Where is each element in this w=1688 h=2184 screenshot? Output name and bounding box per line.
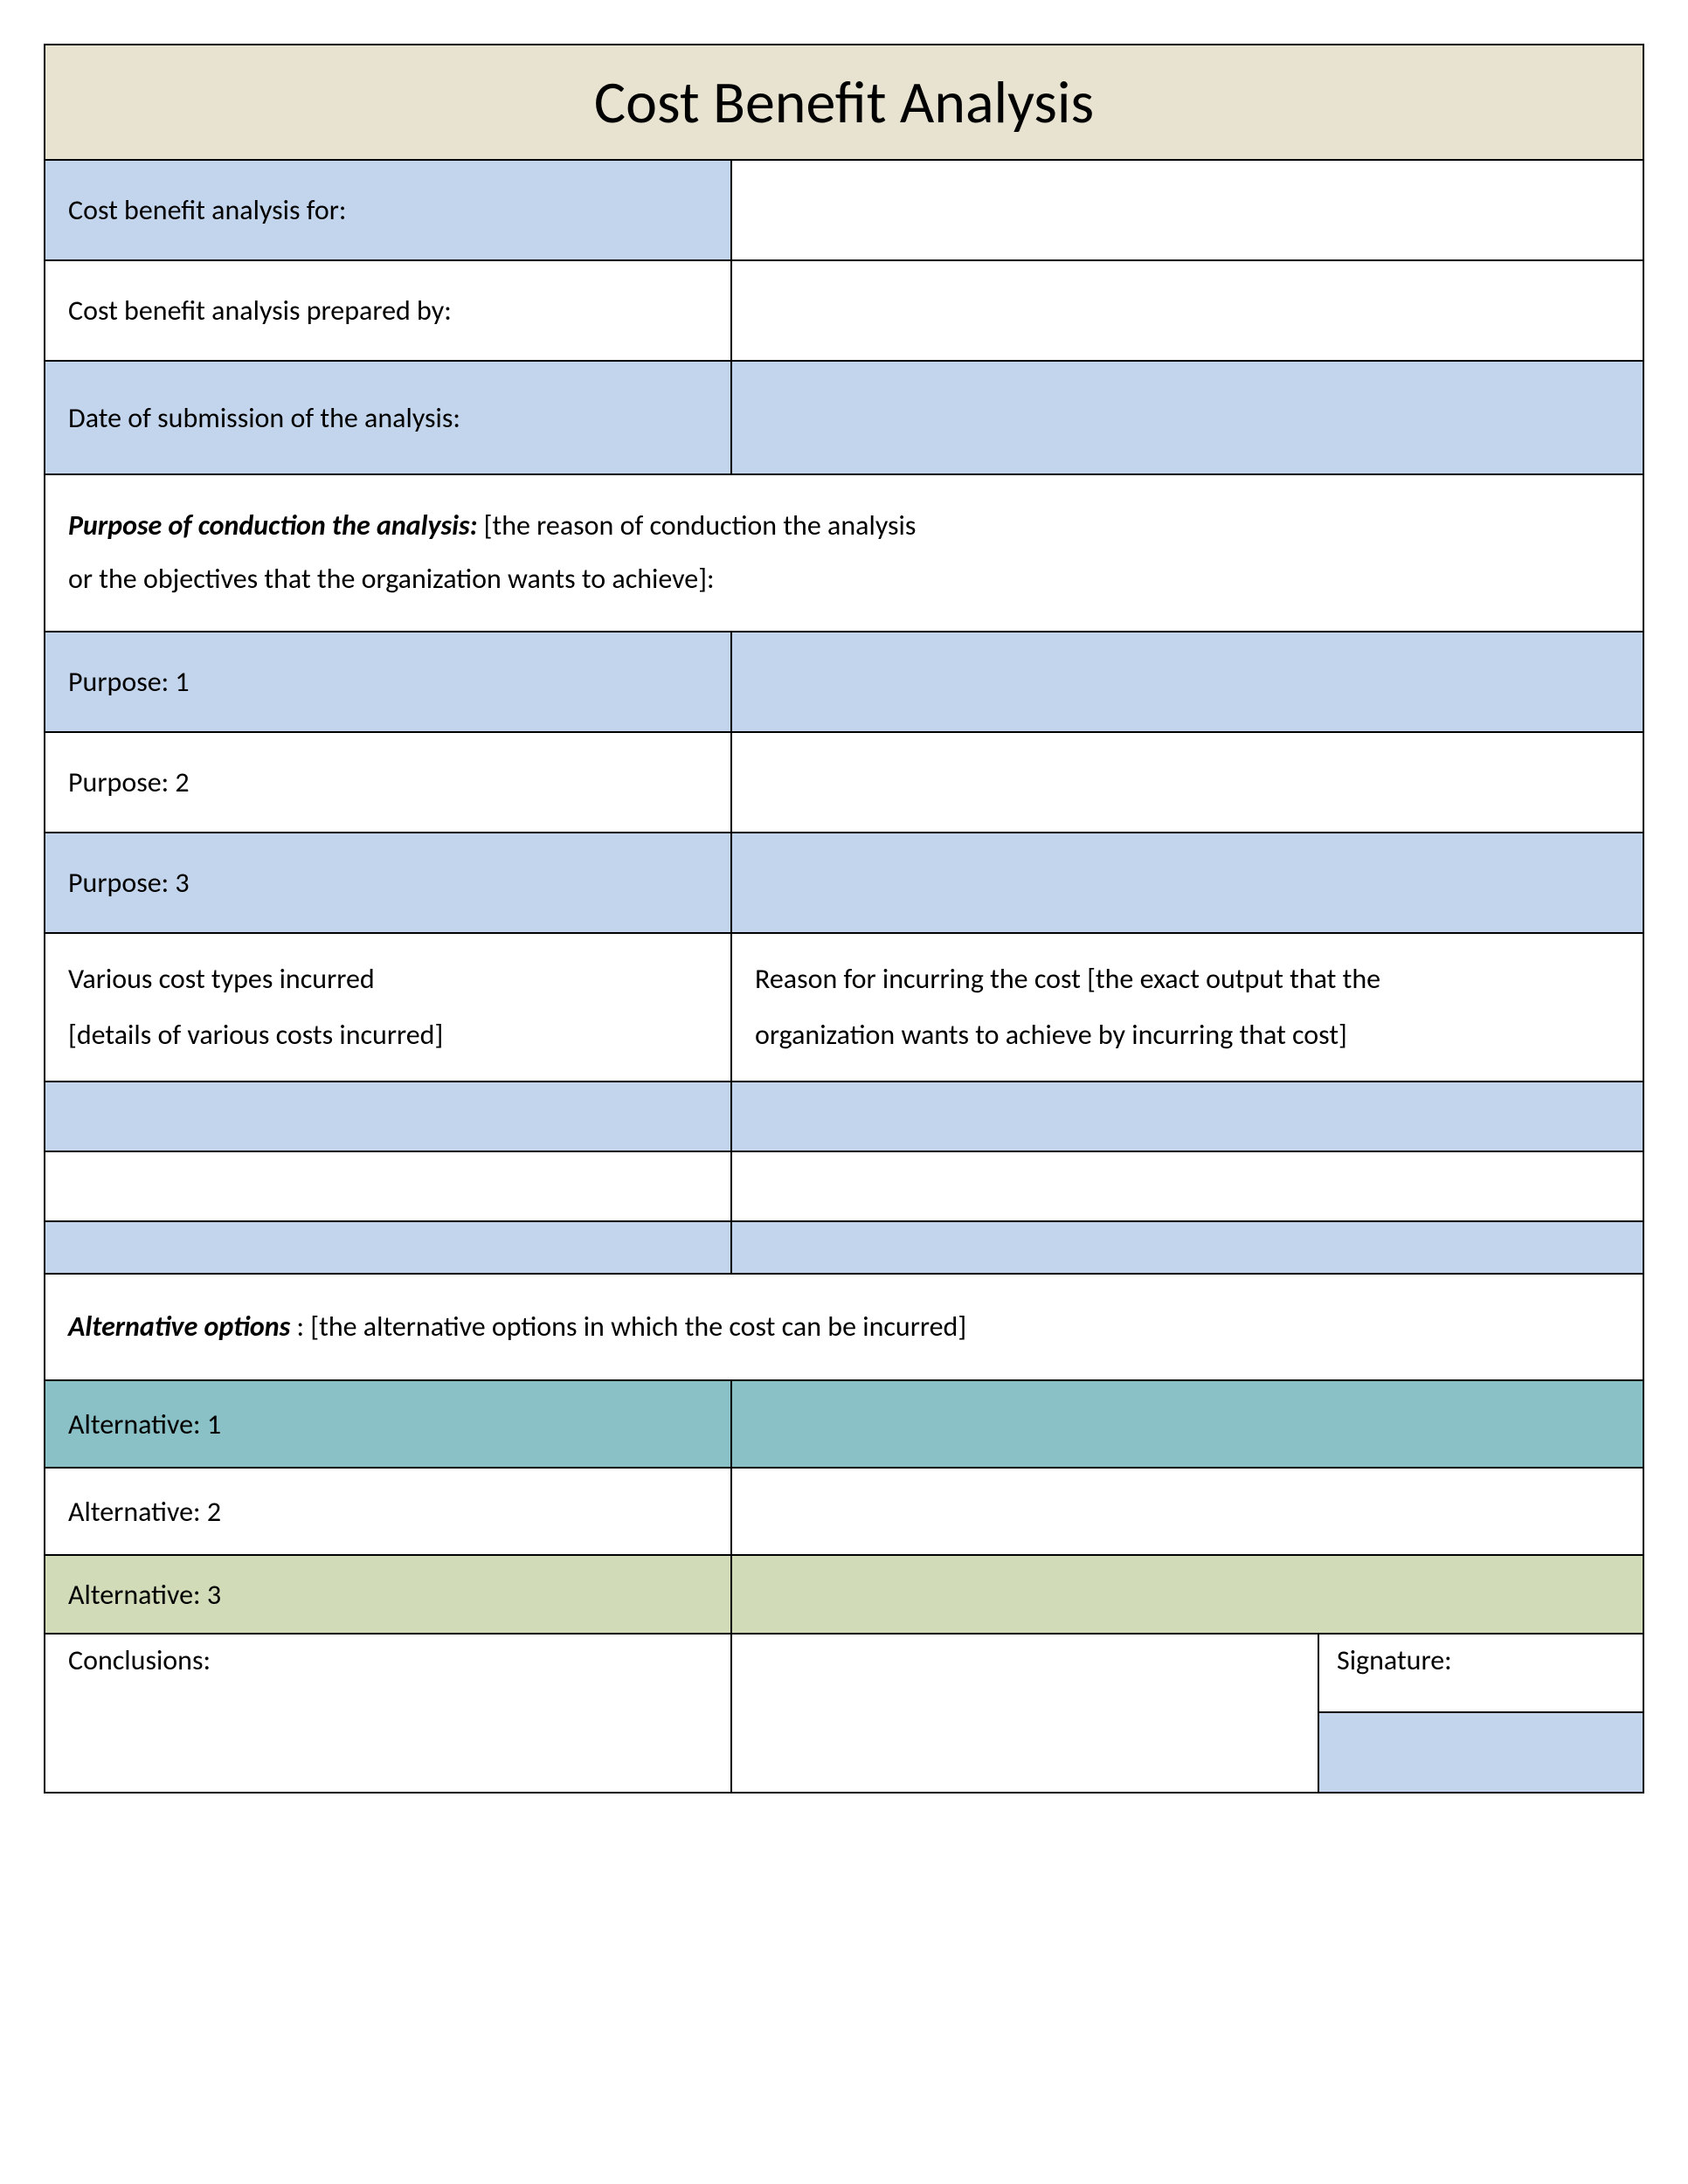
footer-row: Conclusions: Signature: [45,1635,1643,1792]
row-cost-1 [45,1082,1643,1152]
field-cost-reason-2[interactable] [732,1152,1643,1220]
label-purpose-1: Purpose: 1 [45,632,732,731]
field-alt-1[interactable] [732,1381,1643,1467]
form-container: Cost Benefit Analysis Cost benefit analy… [44,44,1644,1794]
alternative-heading: Alternative options : [the alternative o… [45,1275,1643,1382]
field-cost-reason-1[interactable] [732,1082,1643,1151]
label-alt-2: Alternative: 2 [45,1469,732,1554]
field-analysis-for[interactable] [732,161,1643,259]
row-date: Date of submission of the analysis: [45,362,1643,475]
field-purpose-1[interactable] [732,632,1643,731]
row-cost-2 [45,1152,1643,1222]
alt-heading-bold: Alternative options [68,1310,290,1344]
field-purpose-2[interactable] [732,733,1643,832]
label-alt-3: Alternative: 3 [45,1556,732,1633]
form-title: Cost Benefit Analysis [45,45,1643,161]
label-cost-reason: Reason for incurring the cost [the exact… [732,934,1643,1081]
label-alt-1: Alternative: 1 [45,1381,732,1467]
row-cost-3 [45,1222,1643,1275]
field-date[interactable] [732,362,1643,473]
row-prepared-by: Cost benefit analysis prepared by: [45,261,1643,362]
field-alt-3[interactable] [732,1556,1643,1633]
field-prepared-by[interactable] [732,261,1643,360]
label-cost-types: Various cost types incurred [details of … [45,934,732,1081]
row-alt-3: Alternative: 3 [45,1556,1643,1635]
field-conclusions[interactable] [732,1635,1319,1792]
field-alt-2[interactable] [732,1469,1643,1554]
cost-left-line1: Various cost types incurred [68,951,375,1007]
field-purpose-3[interactable] [732,833,1643,932]
row-purpose-3: Purpose: 3 [45,833,1643,934]
signature-column: Signature: [1319,1635,1643,1792]
row-alt-1: Alternative: 1 [45,1381,1643,1469]
row-analysis-for: Cost benefit analysis for: [45,161,1643,261]
purpose-heading-rest: [the reason of conduction the analysis [477,508,916,543]
row-alt-2: Alternative: 2 [45,1469,1643,1556]
field-cost-type-1[interactable] [45,1082,732,1151]
field-signature[interactable] [1319,1713,1643,1792]
field-cost-reason-3[interactable] [732,1222,1643,1273]
row-purpose-1: Purpose: 1 [45,632,1643,733]
purpose-heading-bold: Purpose of conduction the analysis: [68,508,477,543]
purpose-heading: Purpose of conduction the analysis: [the… [45,475,1643,632]
cost-right-line2: organization wants to achieve by incurri… [755,1007,1347,1063]
row-purpose-2: Purpose: 2 [45,733,1643,833]
alt-heading-rest: : [the alternative options in which the … [290,1310,966,1344]
label-analysis-for: Cost benefit analysis for: [45,161,732,259]
row-cost-header: Various cost types incurred [details of … [45,934,1643,1082]
cost-left-line2: [details of various costs incurred] [68,1007,443,1063]
field-cost-type-3[interactable] [45,1222,732,1273]
purpose-heading-line2: or the objectives that the organization … [68,562,715,596]
cost-right-line1: Reason for incurring the cost [the exact… [755,951,1380,1007]
label-purpose-3: Purpose: 3 [45,833,732,932]
label-prepared-by: Cost benefit analysis prepared by: [45,261,732,360]
field-cost-type-2[interactable] [45,1152,732,1220]
label-purpose-2: Purpose: 2 [45,733,732,832]
label-conclusions: Conclusions: [45,1635,732,1792]
label-signature: Signature: [1319,1635,1643,1713]
label-date: Date of submission of the analysis: [45,362,732,473]
